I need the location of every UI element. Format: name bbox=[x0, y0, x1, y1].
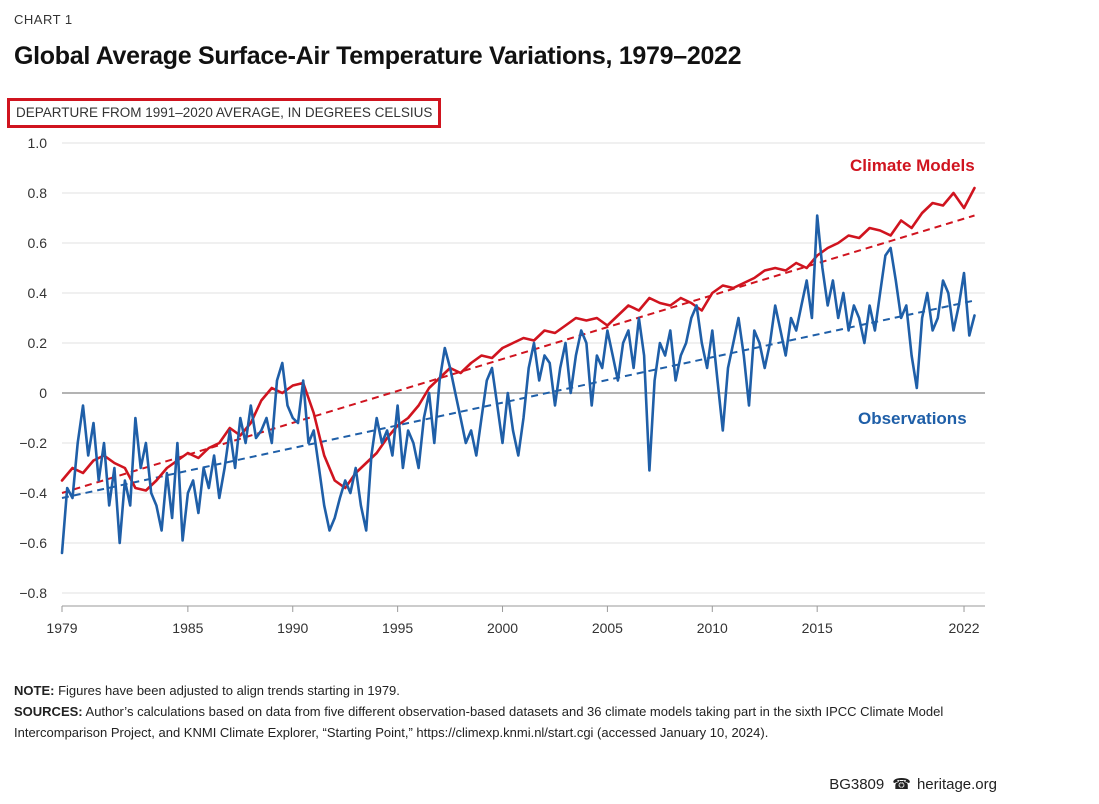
y-tick-label: 1.0 bbox=[28, 135, 48, 151]
y-tick-label: 0.8 bbox=[28, 185, 48, 201]
x-tick-label: 2022 bbox=[948, 620, 979, 636]
y-tick-label: 0 bbox=[39, 385, 47, 401]
sources-label: SOURCES: bbox=[14, 704, 83, 719]
annotation-observations: Observations bbox=[858, 409, 967, 428]
grid-lines bbox=[62, 142, 985, 594]
trendline-observations-trend bbox=[61, 299, 975, 499]
x-axis-ticks: 1979 1985 1990 1995 2000 2005 2010 2015 2022 bbox=[46, 605, 985, 636]
y-axis-ticks: 1.0 0.8 0.6 0.4 0.2 0 −0.2 −0.4 −0.6 −0.8 bbox=[19, 135, 47, 601]
x-tick-label: 1995 bbox=[382, 620, 413, 636]
y-tick-label: 0.6 bbox=[28, 235, 48, 251]
report-id: BG3809 bbox=[829, 776, 885, 793]
y-tick-label: −0.6 bbox=[19, 535, 47, 551]
x-tick-label: 1979 bbox=[46, 620, 77, 636]
y-tick-label: 0.2 bbox=[28, 335, 48, 351]
x-tick-label: 2005 bbox=[592, 620, 623, 636]
note-line: NOTE: Figures have been adjusted to alig… bbox=[14, 680, 1004, 701]
series-annotations: Climate Models Observations bbox=[850, 156, 975, 428]
y-axis-unit-label: DEPARTURE FROM 1991–2020 AVERAGE, IN DEG… bbox=[7, 98, 442, 128]
sources-text: Author’s calculations based on data from… bbox=[14, 704, 944, 740]
chart-number-label: CHART 1 bbox=[14, 12, 73, 27]
x-tick-label: 1990 bbox=[277, 620, 308, 636]
y-tick-label: 0.4 bbox=[28, 285, 48, 301]
data-series bbox=[60, 186, 976, 555]
notes-block: NOTE: Figures have been adjusted to alig… bbox=[14, 680, 1004, 743]
x-tick-label: 2000 bbox=[487, 620, 518, 636]
liberty-bell-icon: ☎ bbox=[892, 776, 911, 793]
y-tick-label: −0.4 bbox=[19, 485, 47, 501]
line-chart: 1.0 0.8 0.6 0.4 0.2 0 −0.2 −0.4 −0.6 −0.8 1979 198… bbox=[19, 135, 985, 636]
note-label: NOTE: bbox=[14, 683, 55, 698]
x-tick-label: 2010 bbox=[697, 620, 728, 636]
footer: BG3809 ☎ heritage.org bbox=[829, 775, 997, 793]
chart-title: Global Average Surface-Air Temperature V… bbox=[14, 42, 742, 70]
site-link[interactable]: heritage.org bbox=[916, 776, 997, 793]
series-line-climate-models bbox=[60, 186, 976, 492]
series-line-observations bbox=[60, 214, 976, 555]
annotation-climate-models: Climate Models bbox=[850, 156, 975, 175]
note-text: Figures have been adjusted to align tren… bbox=[54, 683, 400, 698]
y-tick-label: −0.8 bbox=[19, 585, 47, 601]
x-tick-label: 1985 bbox=[172, 620, 203, 636]
x-tick-label: 2015 bbox=[802, 620, 833, 636]
y-tick-label: −0.2 bbox=[19, 435, 47, 451]
sources-line: SOURCES: Author’s calculations based on … bbox=[14, 701, 1004, 743]
